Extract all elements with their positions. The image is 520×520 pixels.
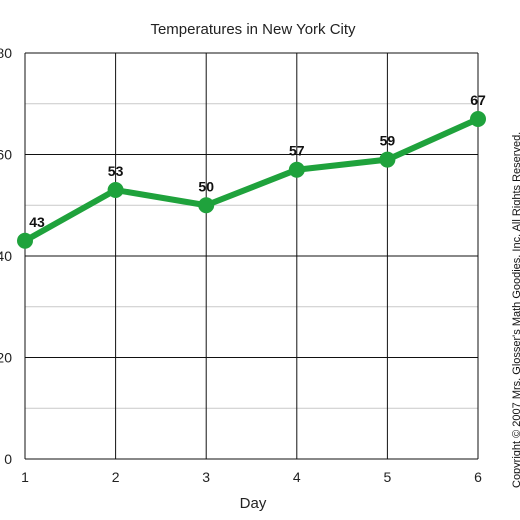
data-labels: 43 53 50 57 59 67 <box>29 92 486 230</box>
data-label: 67 <box>470 92 486 108</box>
y-tick-label: 20 <box>0 350 12 366</box>
x-tick-label: 1 <box>21 469 29 485</box>
data-point <box>288 161 305 178</box>
data-point <box>17 232 33 249</box>
y-tick-label: 60 <box>0 147 12 163</box>
chart-title: Temperatures in New York City <box>150 21 356 38</box>
copyright-notice: Copyright © 2007 Mrs. Glosser's Math Goo… <box>511 132 520 488</box>
y-axis-ticks: 0 20 40 60 80 <box>0 45 12 467</box>
series-line <box>22 115 481 244</box>
data-label: 59 <box>380 133 396 149</box>
x-tick-label: 5 <box>384 469 392 485</box>
x-tick-label: 2 <box>112 469 120 485</box>
data-point <box>470 110 486 127</box>
x-tick-label: 4 <box>293 469 301 485</box>
minor-gridlines <box>25 103 478 409</box>
x-axis-ticks: 1 2 3 4 5 6 <box>21 469 482 485</box>
data-label: 50 <box>198 178 214 194</box>
major-gridlines <box>24 52 479 460</box>
y-tick-label: 40 <box>0 248 12 264</box>
data-label: 57 <box>289 143 305 159</box>
data-point <box>107 182 124 199</box>
y-tick-label: 80 <box>0 45 12 61</box>
series-group <box>17 110 486 249</box>
data-point <box>379 151 396 168</box>
data-label: 43 <box>29 214 45 230</box>
x-tick-label: 6 <box>474 469 482 485</box>
x-axis-label: Day <box>240 495 267 512</box>
data-label: 53 <box>108 163 124 179</box>
x-tick-label: 3 <box>202 469 210 485</box>
y-tick-label: 0 <box>4 451 12 467</box>
data-point <box>198 197 215 214</box>
